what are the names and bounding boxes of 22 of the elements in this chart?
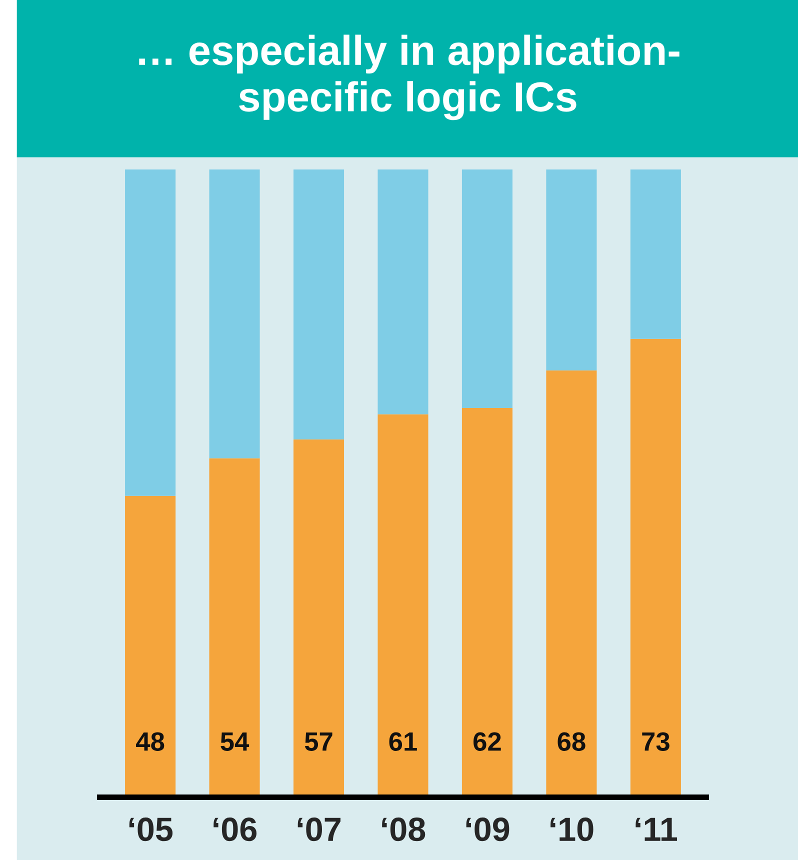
bar xyxy=(378,169,428,414)
data-label: 61 xyxy=(389,732,417,751)
chart-title: … especially in application- specific logic ICs xyxy=(139,34,680,120)
data-label: 73 xyxy=(642,732,670,751)
x-tick-label: ‘05 xyxy=(129,818,173,842)
x-tick-label: ‘06 xyxy=(214,818,256,842)
x-tick-label: ‘09 xyxy=(466,818,510,842)
data-label: 54 xyxy=(220,732,250,751)
x-tick-label: ‘07 xyxy=(298,818,340,842)
x-tick-label: ‘10 xyxy=(550,818,594,842)
data-label: 68 xyxy=(558,732,586,751)
data-label: 62 xyxy=(474,732,501,751)
x-tick-label: ‘08 xyxy=(382,818,426,842)
data-label: 48 xyxy=(136,732,164,751)
bar xyxy=(125,169,176,496)
bar xyxy=(293,169,344,440)
data-label: 57 xyxy=(304,732,332,751)
bar xyxy=(462,169,512,408)
bar xyxy=(546,169,597,370)
x-tick-label: ‘11 xyxy=(636,818,678,841)
bar xyxy=(209,169,260,458)
bar xyxy=(630,169,681,339)
